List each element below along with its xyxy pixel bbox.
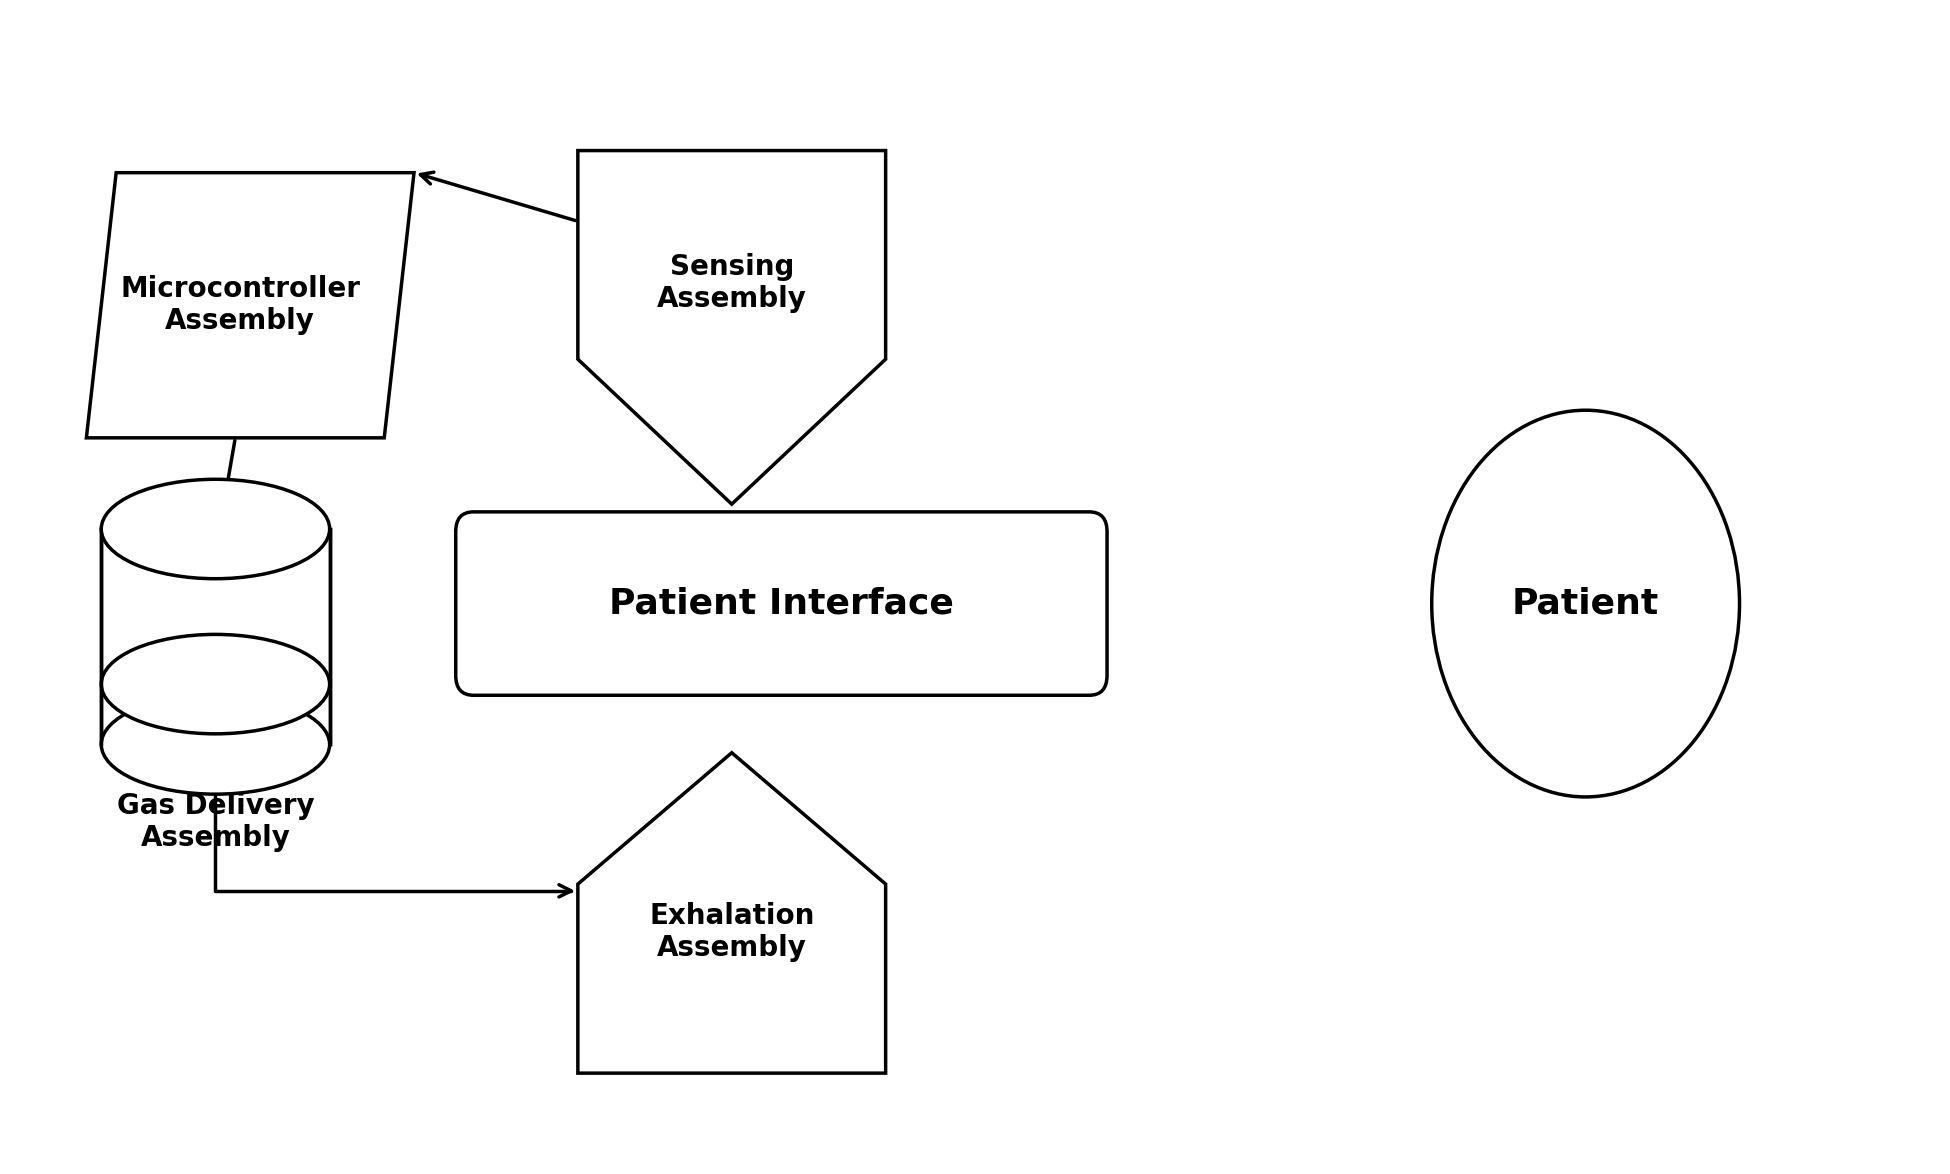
Text: Patient Interface: Patient Interface — [608, 587, 954, 621]
Polygon shape — [577, 150, 885, 504]
Text: Patient: Patient — [1511, 587, 1659, 621]
Polygon shape — [86, 173, 413, 438]
Text: Microcontroller
Assembly: Microcontroller Assembly — [121, 275, 361, 336]
Ellipse shape — [101, 479, 330, 579]
Ellipse shape — [1431, 410, 1739, 797]
Polygon shape — [577, 753, 885, 1073]
Text: Gas Delivery
Assembly: Gas Delivery Assembly — [117, 791, 314, 852]
Polygon shape — [101, 529, 330, 744]
Text: Sensing
Assembly: Sensing Assembly — [657, 252, 807, 313]
FancyBboxPatch shape — [456, 512, 1108, 695]
Text: Exhalation
Assembly: Exhalation Assembly — [649, 902, 815, 963]
Ellipse shape — [101, 695, 330, 794]
Ellipse shape — [101, 634, 330, 734]
